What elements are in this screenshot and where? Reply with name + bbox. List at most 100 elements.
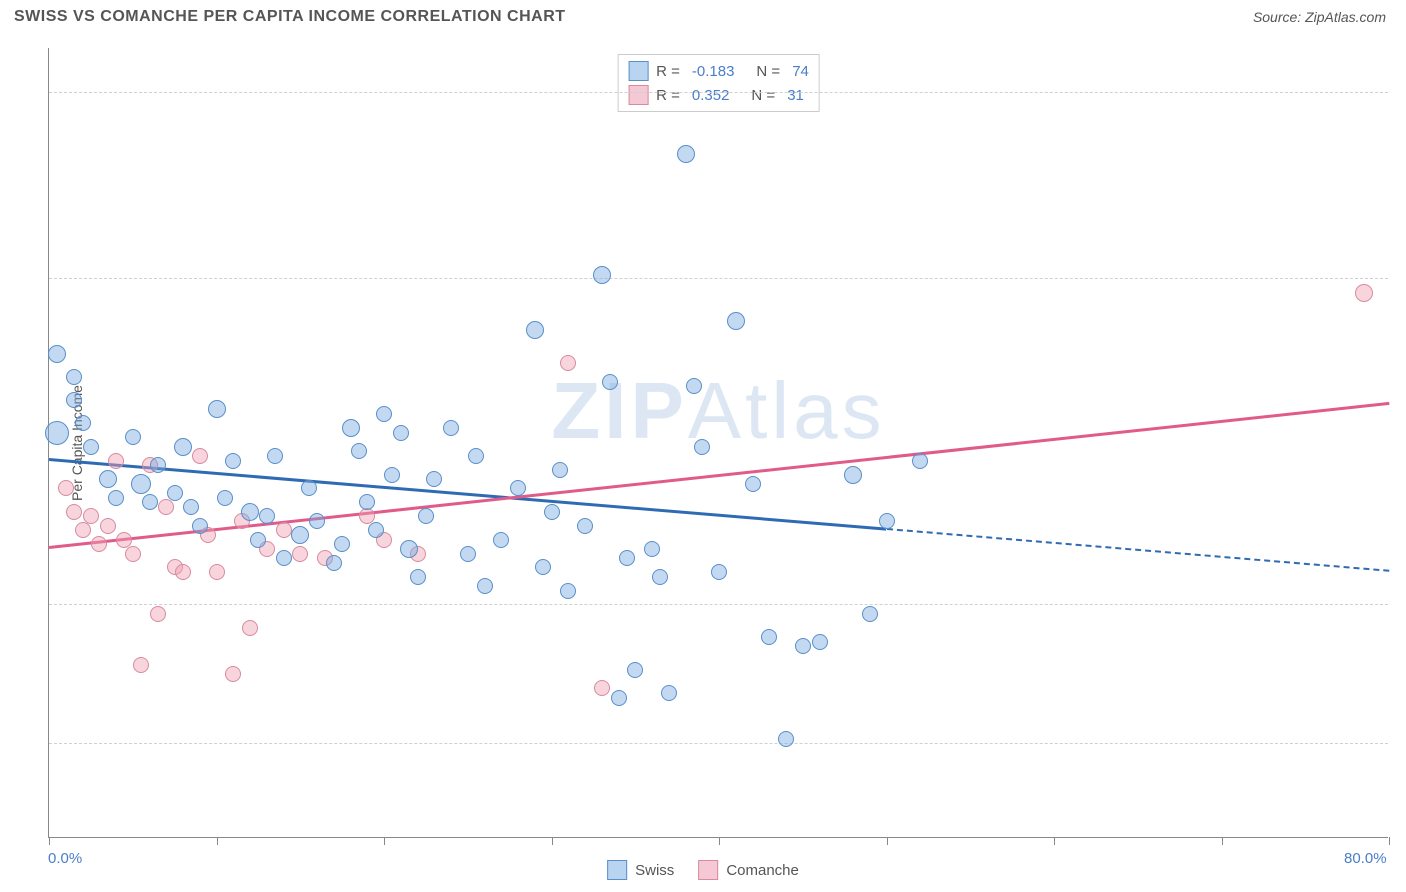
swiss-point xyxy=(493,532,509,548)
n-label: N = xyxy=(751,87,775,104)
swiss-point xyxy=(326,555,342,571)
swiss-point xyxy=(351,443,367,459)
swiss-point xyxy=(150,457,166,473)
swiss-point xyxy=(125,429,141,445)
swiss-point xyxy=(131,474,151,494)
legend-item-swiss: Swiss xyxy=(607,860,674,880)
comanche-point xyxy=(100,518,116,534)
swiss-point xyxy=(66,369,82,385)
r-value: -0.183 xyxy=(692,63,735,80)
swiss-point xyxy=(225,453,241,469)
swiss-point xyxy=(619,550,635,566)
swiss-point xyxy=(83,439,99,455)
r-value: 0.352 xyxy=(692,87,730,104)
swiss-point xyxy=(460,546,476,562)
swiss-point xyxy=(334,536,350,552)
swiss-point xyxy=(686,378,702,394)
swiss-point xyxy=(526,321,544,339)
n-label: N = xyxy=(756,63,780,80)
swiss-point xyxy=(627,662,643,678)
swiss-point xyxy=(48,345,66,363)
swiss-point xyxy=(384,467,400,483)
swiss-point xyxy=(879,513,895,529)
comanche-swatch xyxy=(628,85,648,105)
xaxis-min-label: 0.0% xyxy=(48,850,82,867)
legend-stat-row: R = 0.352 N = 31 xyxy=(628,83,809,107)
comanche-point xyxy=(58,480,74,496)
ytick-label: $60,000 xyxy=(1396,254,1406,271)
comanche-point xyxy=(594,680,610,696)
swiss-point xyxy=(912,453,928,469)
swiss-point xyxy=(99,470,117,488)
swiss-point xyxy=(761,629,777,645)
xtick xyxy=(49,837,50,845)
n-value: 31 xyxy=(787,87,804,104)
xtick xyxy=(719,837,720,845)
xtick xyxy=(552,837,553,845)
swiss-swatch xyxy=(628,61,648,81)
comanche-point xyxy=(292,546,308,562)
swiss-point xyxy=(644,541,660,557)
legend-label: Comanche xyxy=(726,862,799,879)
swiss-point xyxy=(393,425,409,441)
comanche-point xyxy=(225,666,241,682)
legend-label: Swiss xyxy=(635,862,674,879)
trend-line-dash xyxy=(886,528,1389,572)
comanche-point xyxy=(83,508,99,524)
swiss-point xyxy=(778,731,794,747)
swiss-swatch xyxy=(607,860,627,880)
comanche-point xyxy=(66,504,82,520)
comanche-point xyxy=(276,522,292,538)
ytick-label: $80,000 xyxy=(1396,68,1406,85)
swiss-point xyxy=(477,578,493,594)
swiss-point xyxy=(291,526,309,544)
swiss-point xyxy=(468,448,484,464)
source-label: Source: ZipAtlas.com xyxy=(1253,9,1386,25)
swiss-point xyxy=(259,508,275,524)
legend-series: Swiss Comanche xyxy=(607,860,799,880)
legend-stat-row: R =-0.183N =74 xyxy=(628,59,809,83)
xaxis-max-label: 80.0% xyxy=(1344,850,1387,867)
swiss-point xyxy=(75,415,91,431)
swiss-point xyxy=(66,392,82,408)
swiss-point xyxy=(400,540,418,558)
r-label: R = xyxy=(656,87,680,104)
gridline xyxy=(49,743,1388,744)
r-label: R = xyxy=(656,63,680,80)
comanche-point xyxy=(75,522,91,538)
swiss-point xyxy=(544,504,560,520)
swiss-point xyxy=(309,513,325,529)
swiss-point xyxy=(745,476,761,492)
chart-title: SWISS VS COMANCHE PER CAPITA INCOME CORR… xyxy=(14,8,566,26)
legend-item-comanche: Comanche xyxy=(698,860,799,880)
swiss-point xyxy=(560,583,576,599)
comanche-swatch xyxy=(698,860,718,880)
gridline xyxy=(49,278,1388,279)
swiss-point xyxy=(192,518,208,534)
swiss-point xyxy=(426,471,442,487)
comanche-point xyxy=(1355,284,1373,302)
ytick-label: $20,000 xyxy=(1396,626,1406,643)
swiss-point xyxy=(376,406,392,422)
swiss-point xyxy=(174,438,192,456)
swiss-point xyxy=(418,508,434,524)
swiss-point xyxy=(410,569,426,585)
swiss-point xyxy=(661,685,677,701)
gridline xyxy=(49,92,1388,93)
swiss-point xyxy=(677,145,695,163)
xtick xyxy=(1222,837,1223,845)
comanche-point xyxy=(125,546,141,562)
swiss-point xyxy=(652,569,668,585)
swiss-point xyxy=(862,606,878,622)
xtick xyxy=(217,837,218,845)
swiss-point xyxy=(812,634,828,650)
swiss-point xyxy=(711,564,727,580)
comanche-point xyxy=(133,657,149,673)
swiss-point xyxy=(217,490,233,506)
comanche-point xyxy=(560,355,576,371)
swiss-point xyxy=(142,494,158,510)
xtick xyxy=(1054,837,1055,845)
swiss-point xyxy=(167,485,183,501)
gridline xyxy=(49,604,1388,605)
comanche-point xyxy=(150,606,166,622)
